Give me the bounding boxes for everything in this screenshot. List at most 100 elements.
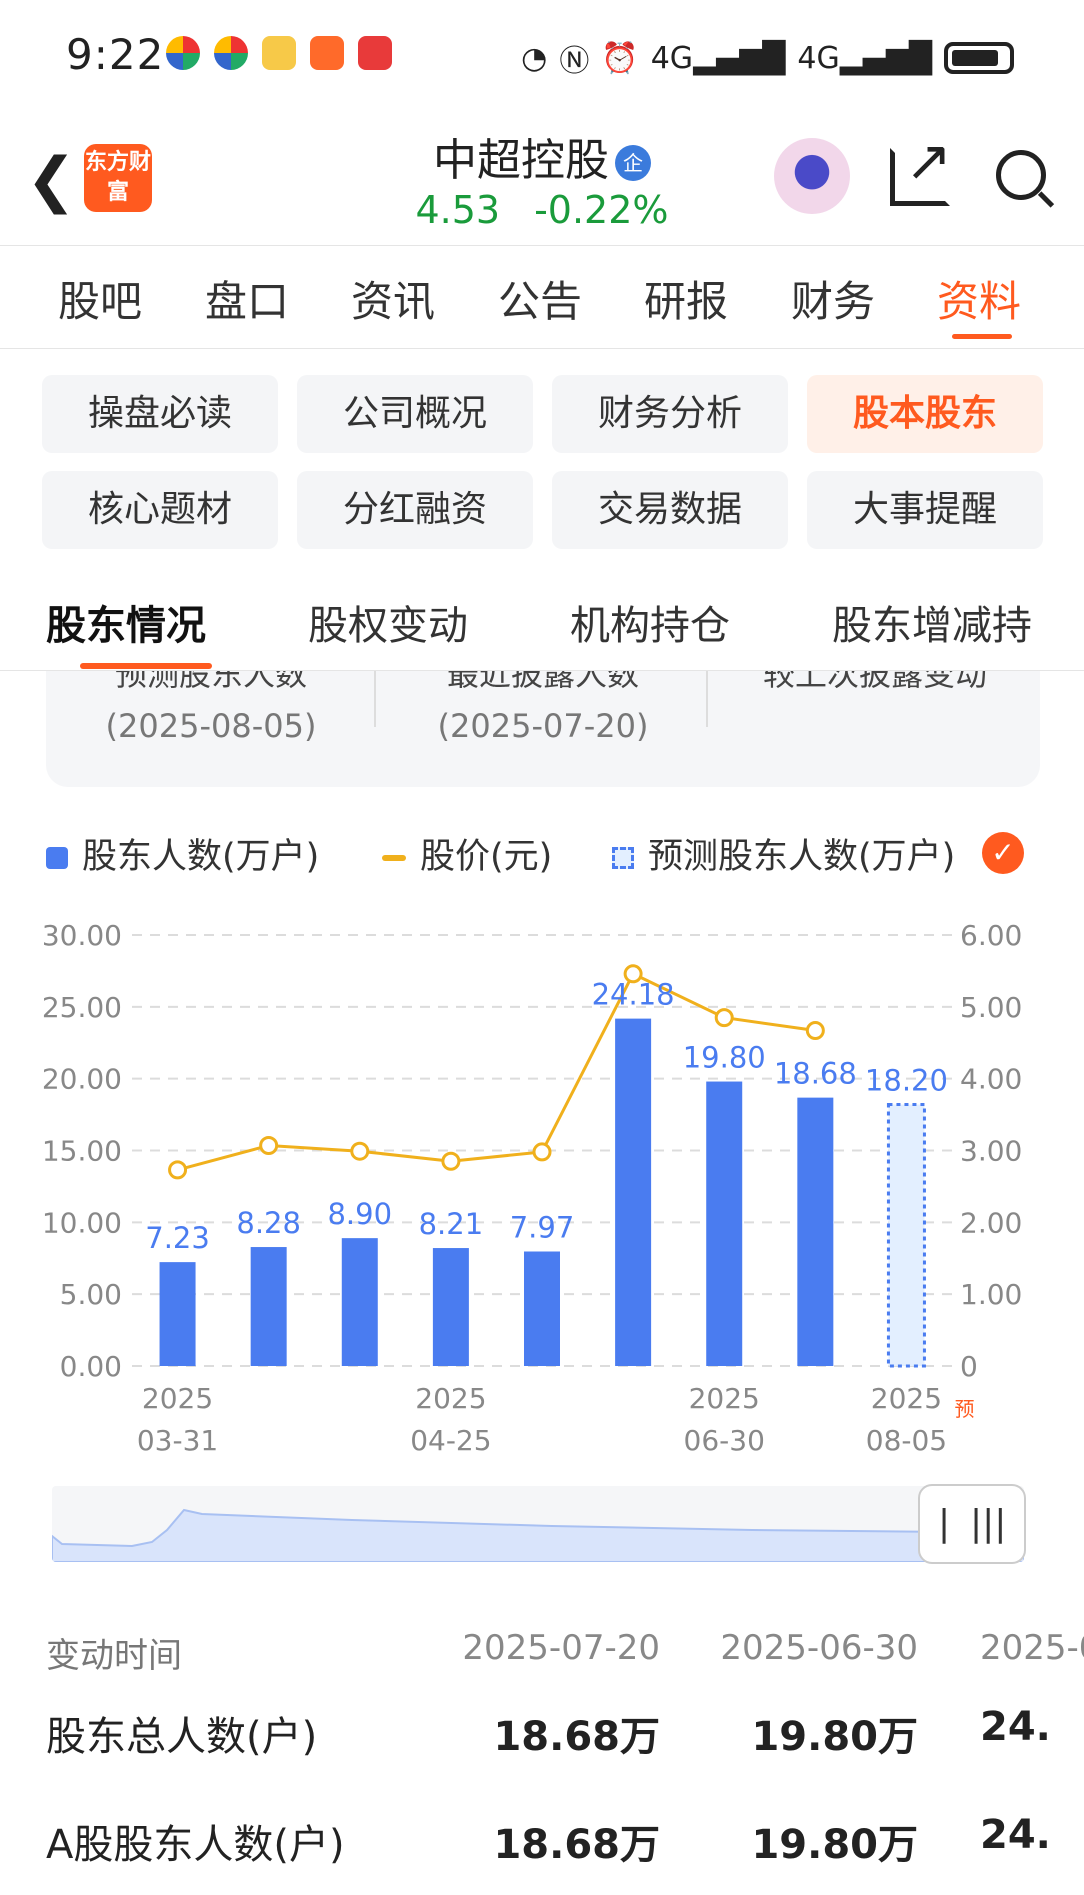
main-tabs: 股吧 盘口 资讯 公告 研报 财务 资料 [0, 246, 1084, 346]
summary-change: 较上次披露变动 [762, 671, 987, 693]
status-bar: 9:22 ◔ Ⓝ ⏰ 4G▂▄▆█ 4G▂▄▆█ [0, 0, 1084, 110]
right-tick-label: 2.00 [960, 1206, 1022, 1239]
right-tick-label: 5.00 [960, 991, 1022, 1024]
left-tick-label: 10.00 [42, 1206, 122, 1239]
bar [706, 1081, 743, 1366]
legend-bar[interactable]: 股东人数(万户) [46, 828, 319, 879]
left-tick-label: 5.00 [60, 1278, 122, 1311]
check-icon[interactable]: ✓ [982, 832, 1024, 874]
subnav-core-themes[interactable]: 核心题材 [42, 471, 278, 549]
divider [0, 245, 1084, 246]
right-tick-label: 3.00 [960, 1135, 1022, 1168]
bar-value-label: 19.80 [683, 1041, 766, 1075]
tab-guba[interactable]: 股吧 [58, 277, 143, 326]
app-notification-icon [166, 36, 200, 70]
right-tick-label: 1.00 [960, 1278, 1022, 1311]
search-icon[interactable] [996, 150, 1046, 200]
bar [341, 1238, 378, 1366]
subnav-must-read[interactable]: 操盘必读 [42, 375, 278, 453]
tab-pankou[interactable]: 盘口 [205, 277, 290, 326]
subnav-dividends[interactable]: 分红融资 [297, 471, 533, 549]
app-notification-icon [214, 36, 248, 70]
divider [0, 670, 1084, 671]
scroller-handle[interactable]: | ||| [918, 1484, 1026, 1564]
bar-value-label: 7.97 [510, 1210, 575, 1244]
x-tick-year: 2025 [871, 1382, 942, 1415]
stock-change: -0.22% [534, 188, 669, 232]
left-tick-label: 15.00 [42, 1135, 122, 1168]
tab-news[interactable]: 资讯 [351, 277, 436, 326]
shareholder-summary-card: 预测股东人数 (2025-08-05) 最近披露人数 (2025-07-20) … [46, 671, 1040, 787]
right-tick-label: 6.00 [960, 919, 1022, 952]
price-line [177, 971, 816, 1172]
active-tab-indicator [80, 663, 212, 669]
legend-predicted[interactable]: 预测股东人数(万户) [612, 828, 955, 879]
left-tick-label: 20.00 [42, 1063, 122, 1096]
tab-shareholder-overview[interactable]: 股东情况 [46, 603, 206, 649]
right-tick-label: 4.00 [960, 1063, 1022, 1096]
bar [797, 1097, 834, 1366]
ai-assistant-icon[interactable] [774, 138, 850, 214]
signal-icon-1: 4G▂▄▆█ [650, 40, 786, 76]
bar-value-label: 18.20 [865, 1064, 948, 1098]
right-tick-label: 0 [960, 1350, 978, 1383]
divider [0, 348, 1084, 349]
tab-holding-changes[interactable]: 股东增减持 [832, 603, 1032, 649]
chart-legend: 股东人数(万户) 股价(元) 预测股东人数(万户) [0, 820, 1084, 880]
price-point [168, 1160, 188, 1180]
scroller-sparkline [52, 1508, 1024, 1562]
x-tick-year: 2025 [415, 1382, 486, 1415]
battery-icon [944, 42, 1014, 74]
share-icon[interactable] [890, 129, 952, 206]
handle-grip-icon: ||| [970, 1503, 1007, 1544]
bar-value-label: 18.68 [774, 1057, 857, 1091]
stock-price: 4.53 [415, 188, 501, 232]
left-tick-label: 0.00 [60, 1350, 122, 1383]
shareholder-tabs: 股东情况 股权变动 机构持仓 股东增减持 [0, 575, 1084, 670]
bar [432, 1248, 469, 1366]
x-tick-year: 2025 [142, 1382, 213, 1415]
back-icon[interactable]: ❮ [26, 145, 77, 215]
bar-swatch-icon [46, 847, 68, 869]
chart-range-scroller[interactable] [52, 1486, 1024, 1562]
left-tick-label: 25.00 [42, 991, 122, 1024]
tab-institutional-holdings[interactable]: 机构持仓 [570, 603, 730, 649]
bar-value-label: 8.28 [236, 1206, 301, 1240]
enterprise-badge: 企 [615, 145, 651, 181]
x-tick-year: 2025 [689, 1382, 760, 1415]
bar [615, 1018, 652, 1366]
price-point [714, 1008, 734, 1028]
shareholder-chart: 30.00 6.00 25.00 5.00 20.00 4.00 15.00 3.00 10.0… [42, 919, 1023, 1457]
x-tick-date: 04-25 [410, 1424, 491, 1457]
price-point [441, 1151, 461, 1171]
predicted-marker: 预 [954, 1397, 974, 1421]
notification-icons [166, 36, 392, 70]
divider [706, 671, 708, 727]
subnav-trading-data[interactable]: 交易数据 [552, 471, 788, 549]
subnav-events[interactable]: 大事提醒 [807, 471, 1043, 549]
handle-grip-icon: | [938, 1503, 951, 1544]
tab-equity-changes[interactable]: 股权变动 [308, 603, 468, 649]
legend-line[interactable]: 股价(元) [382, 828, 552, 879]
eastmoney-logo: 东方财富 [84, 144, 152, 212]
tab-finance[interactable]: 财务 [791, 277, 876, 326]
divider [374, 671, 376, 727]
signal-icon-2: 4G▂▄▆█ [797, 40, 932, 76]
dashed-swatch-icon [612, 847, 634, 869]
subnav-shareholders[interactable]: 股本股东 [807, 375, 1043, 453]
telegram-icon [310, 36, 344, 70]
line-swatch-icon [382, 855, 406, 861]
price-point [350, 1141, 370, 1161]
subnav-financial-analysis[interactable]: 财务分析 [552, 375, 788, 453]
summary-predicted: 预测股东人数 (2025-08-05) [105, 671, 317, 745]
subnav-company-overview[interactable]: 公司概况 [297, 375, 533, 453]
tab-profile[interactable]: 资料 [937, 277, 1022, 326]
clock: 9:22 [66, 30, 165, 79]
stock-quote: 4.53 -0.22% [0, 188, 1084, 232]
active-tab-indicator [952, 334, 1012, 339]
left-tick-label: 30.00 [42, 919, 122, 952]
predicted-bar [886, 1103, 926, 1368]
weibo-icon [262, 36, 296, 70]
tab-announcements[interactable]: 公告 [498, 277, 583, 326]
tab-research[interactable]: 研报 [644, 277, 729, 326]
